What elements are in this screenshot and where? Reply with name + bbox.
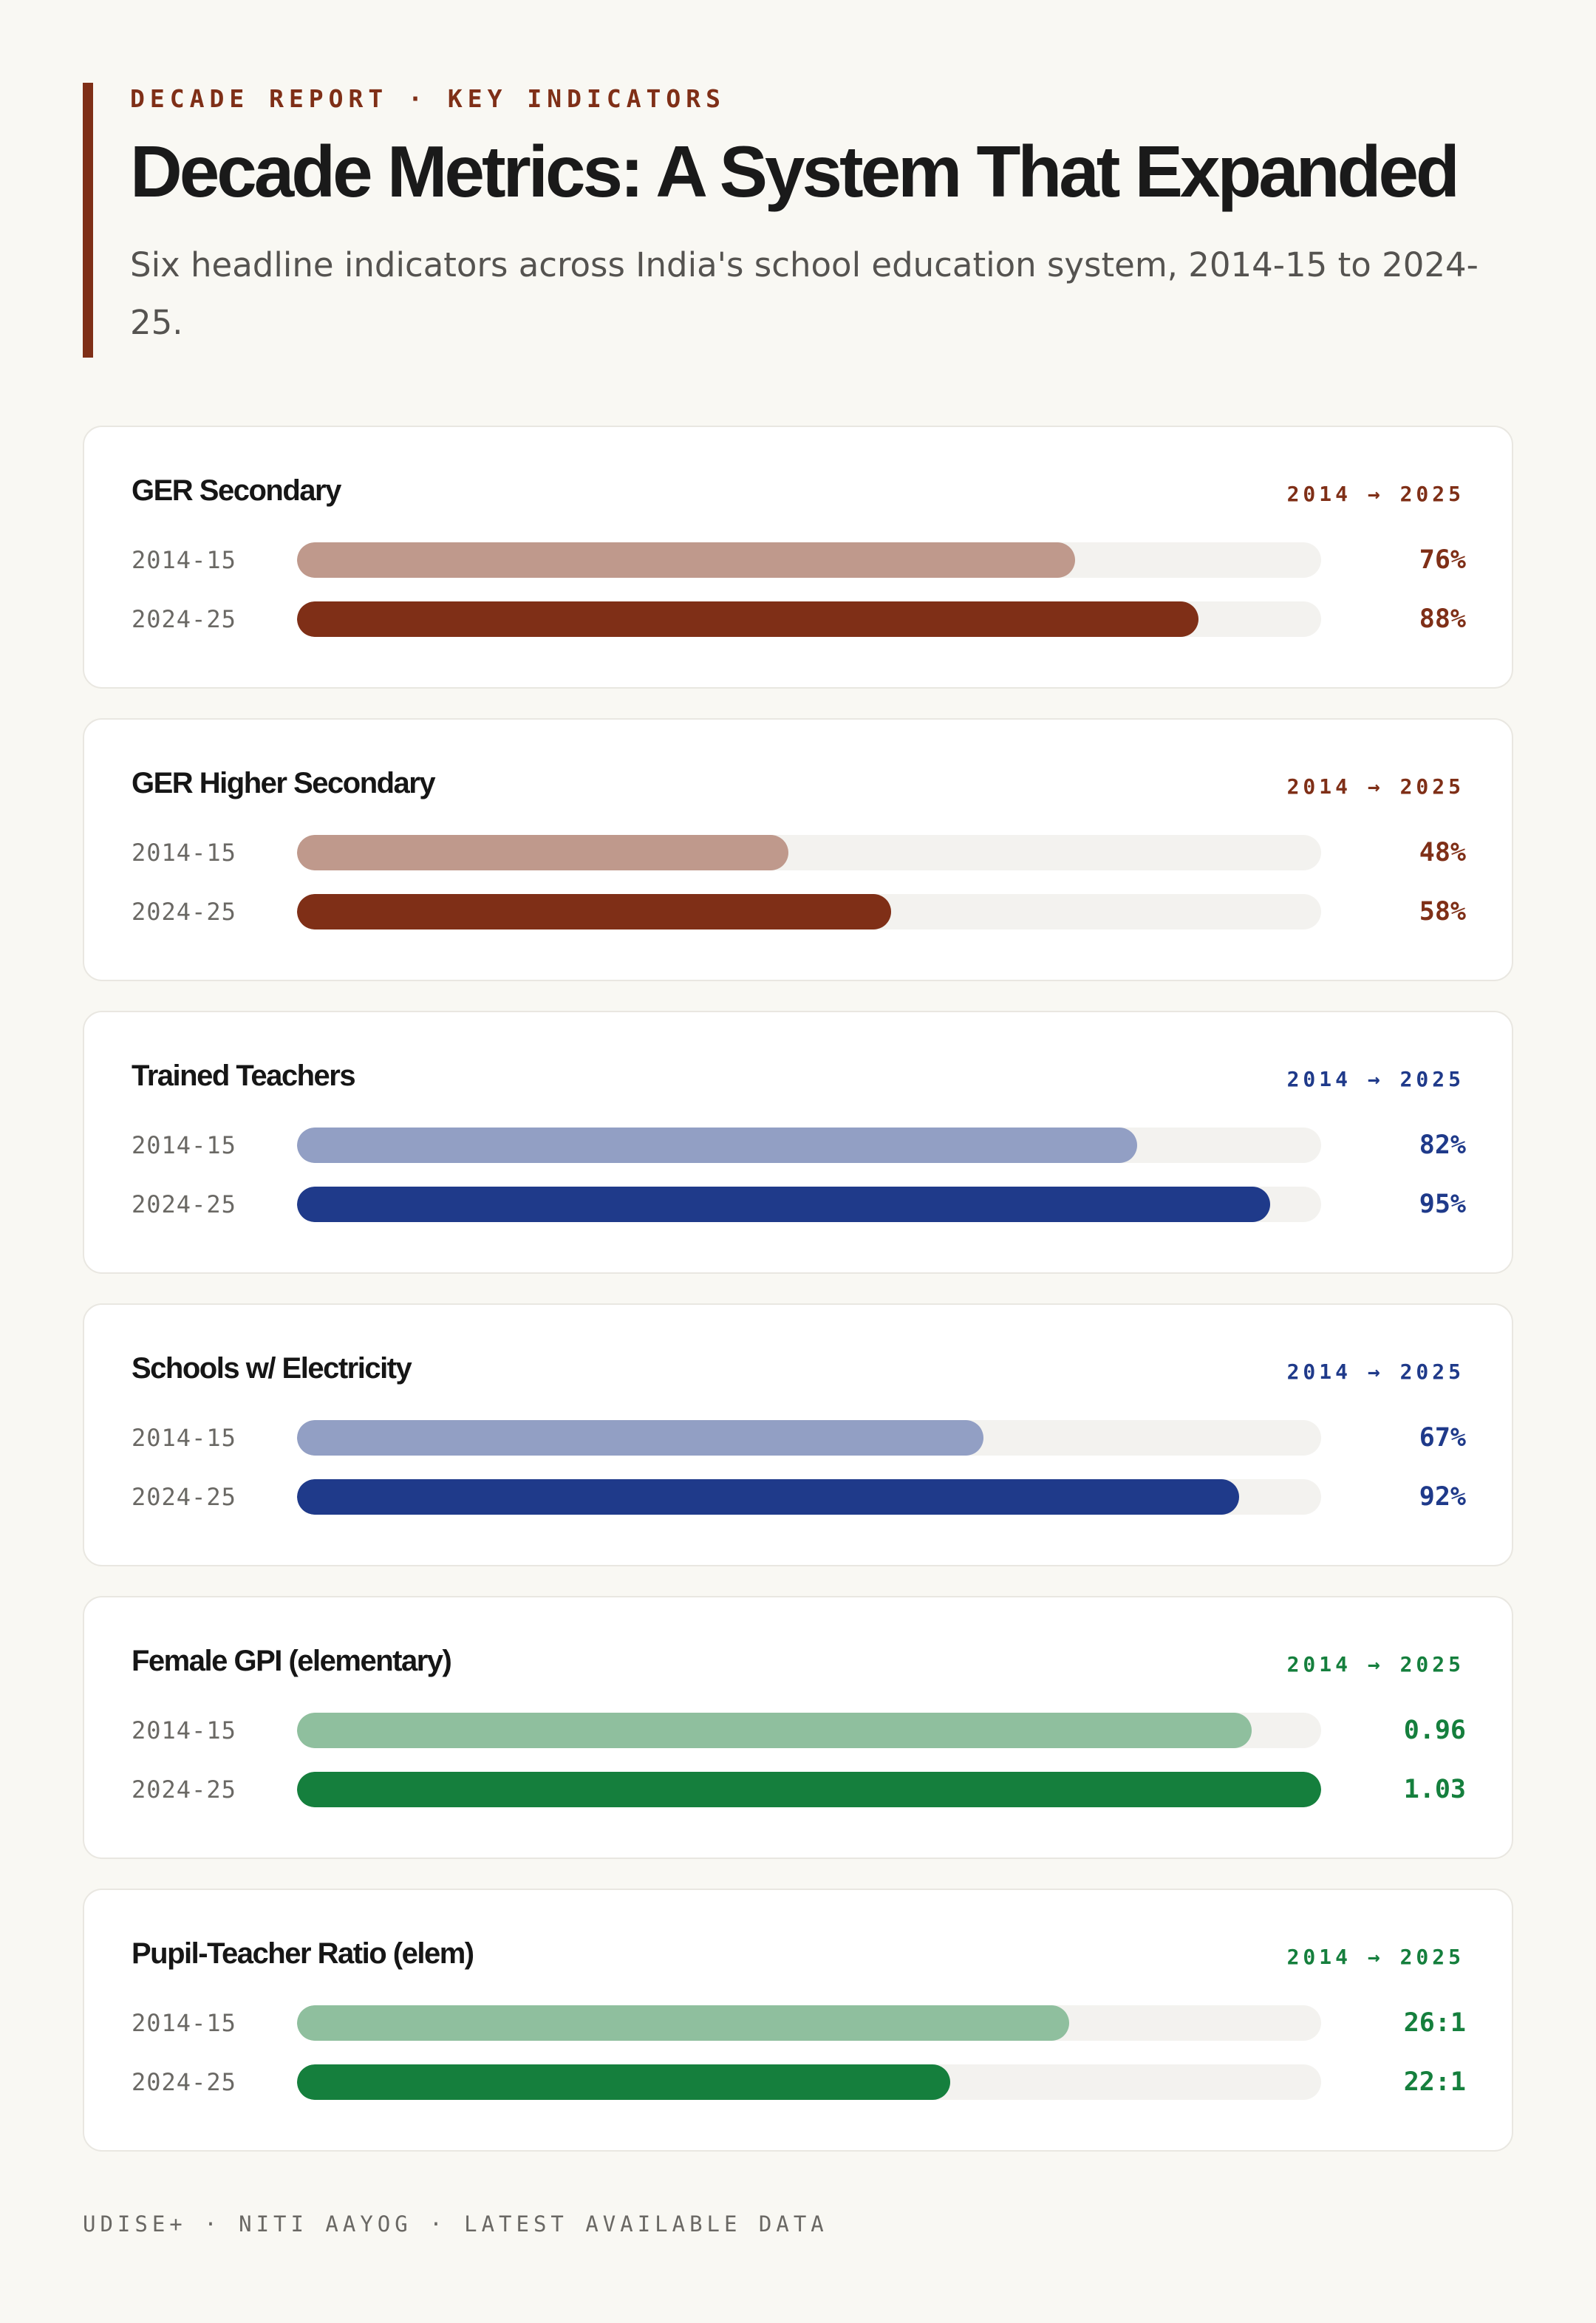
bar-row: 2024-25 1.03 [132, 1772, 1466, 1807]
card-title: GER Secondary [132, 474, 341, 507]
tick-label: 2024-25 [132, 1483, 236, 1511]
bar-track [297, 542, 1321, 578]
bar-track [297, 835, 1321, 870]
bar-row: 2014-15 67% [132, 1420, 1466, 1456]
tick-label: 2024-25 [132, 2068, 236, 2096]
bar-track [297, 1772, 1321, 1807]
bar-row: 2014-15 26:1 [132, 2005, 1466, 2041]
card-title: Pupil-Teacher Ratio (elem) [132, 1937, 474, 1970]
card-title: Female GPI (elementary) [132, 1645, 452, 1677]
bar-track [297, 894, 1321, 929]
data-label: 95% [1419, 1190, 1466, 1219]
bar [297, 1420, 983, 1456]
source-footer: UDISE+ · NITI AAYOG · LATEST AVAILABLE D… [83, 2211, 828, 2237]
card-range-label: 2014 → 2025 [1286, 1360, 1464, 1384]
tick-label: 2014-15 [132, 546, 236, 574]
data-label: 48% [1419, 838, 1466, 867]
card-range-label: 2014 → 2025 [1286, 1652, 1464, 1676]
indicator-card: Schools w/ Electricity 2014 → 2025 2014-15… [83, 1303, 1513, 1566]
eyebrow-label: DECADE REPORT · KEY INDICATORS [130, 84, 726, 113]
bar-row: 2024-25 95% [132, 1187, 1466, 1222]
card-title: Trained Teachers [132, 1060, 356, 1092]
bar-track [297, 2064, 1321, 2100]
bar-row: 2014-15 76% [132, 542, 1466, 578]
tick-label: 2014-15 [132, 1716, 236, 1744]
bar-track [297, 1479, 1321, 1515]
indicator-cards: GER Secondary 2014 → 2025 2014-15 76% 2024-2… [83, 426, 1513, 2181]
bar [297, 835, 788, 870]
bar [297, 1772, 1321, 1807]
data-label: 26:1 [1403, 2008, 1466, 2038]
card-title: Schools w/ Electricity [132, 1352, 412, 1385]
bar [297, 894, 891, 929]
bar-row: 2014-15 48% [132, 835, 1466, 870]
indicator-card: Pupil-Teacher Ratio (elem) 2014 → 2025 201… [83, 1889, 1513, 2152]
bar-track [297, 1713, 1321, 1748]
bar-track [297, 1187, 1321, 1222]
bar-row: 2014-15 82% [132, 1128, 1466, 1163]
report-header: DECADE REPORT · KEY INDICATORS Decade Me… [83, 83, 1516, 358]
data-label: 76% [1419, 545, 1466, 575]
data-label: 92% [1419, 1482, 1466, 1512]
tick-label: 2014-15 [132, 2009, 236, 2037]
data-label: 88% [1419, 604, 1466, 634]
tick-label: 2024-25 [132, 1775, 236, 1804]
indicator-card: Female GPI (elementary) 2014 → 2025 2014-1… [83, 1596, 1513, 1859]
card-range-label: 2014 → 2025 [1286, 1945, 1464, 1969]
bar-track [297, 1128, 1321, 1163]
tick-label: 2014-15 [132, 839, 236, 867]
bar-track [297, 601, 1321, 637]
bar [297, 542, 1075, 578]
data-label: 0.96 [1403, 1716, 1466, 1745]
bar-row: 2024-25 58% [132, 894, 1466, 929]
card-range-label: 2014 → 2025 [1286, 1067, 1464, 1091]
bar [297, 1187, 1270, 1222]
data-label: 22:1 [1403, 2067, 1466, 2097]
indicator-card: GER Higher Secondary 2014 → 2025 2014-15 48… [83, 718, 1513, 981]
bar-track [297, 2005, 1321, 2041]
indicator-card: GER Secondary 2014 → 2025 2014-15 76% 2024-2… [83, 426, 1513, 689]
data-label: 82% [1419, 1130, 1466, 1160]
card-range-label: 2014 → 2025 [1286, 774, 1464, 799]
tick-label: 2014-15 [132, 1131, 236, 1159]
bar-row: 2024-25 88% [132, 601, 1466, 637]
bar-row: 2014-15 0.96 [132, 1713, 1466, 1748]
tick-label: 2024-25 [132, 898, 236, 926]
bar-row: 2024-25 22:1 [132, 2064, 1466, 2100]
bar-track [297, 1420, 1321, 1456]
card-range-label: 2014 → 2025 [1286, 482, 1464, 506]
bar-row: 2024-25 92% [132, 1479, 1466, 1515]
tick-label: 2014-15 [132, 1424, 236, 1452]
data-label: 58% [1419, 897, 1466, 927]
tick-label: 2024-25 [132, 605, 236, 633]
bar [297, 2005, 1069, 2041]
data-label: 67% [1419, 1423, 1466, 1453]
indicator-card: Trained Teachers 2014 → 2025 2014-15 82% 202… [83, 1011, 1513, 1274]
bar [297, 1128, 1137, 1163]
tick-label: 2024-25 [132, 1190, 236, 1218]
page-title: Decade Metrics: A System That Expanded [130, 131, 1460, 212]
bar [297, 2064, 950, 2100]
bar [297, 601, 1198, 637]
card-title: GER Higher Secondary [132, 767, 436, 799]
page-subtitle: Six headline indicators across India's s… [130, 245, 1479, 342]
data-label: 1.03 [1403, 1775, 1466, 1804]
bar [297, 1479, 1239, 1515]
bar [297, 1713, 1252, 1748]
